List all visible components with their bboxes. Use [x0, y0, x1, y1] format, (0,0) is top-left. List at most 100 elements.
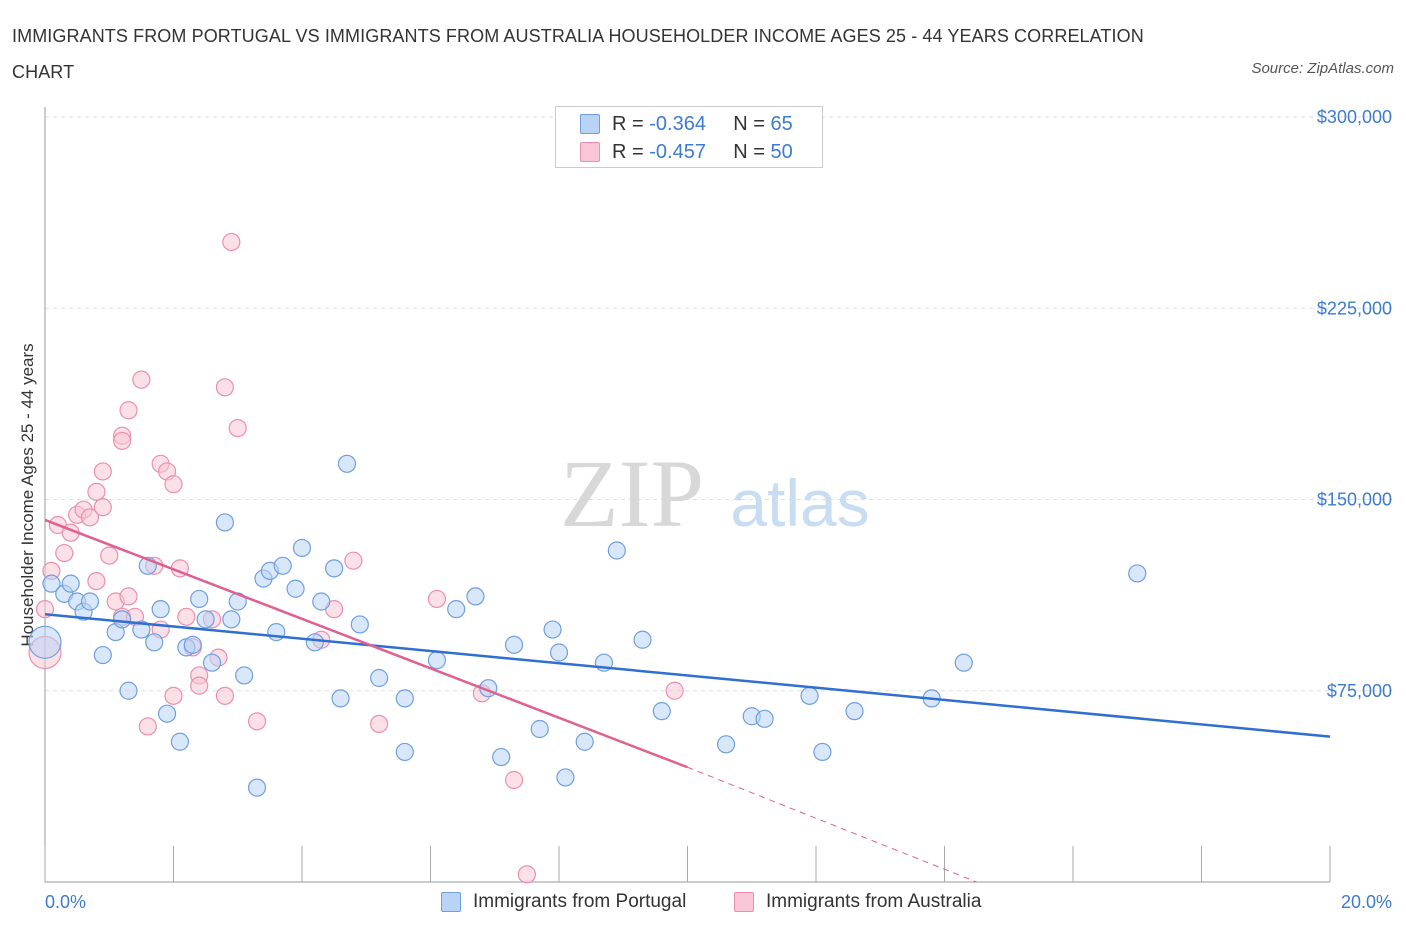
australia-point [164, 475, 183, 494]
portugal-point [530, 719, 549, 739]
portugal-point [312, 592, 331, 611]
x-tick-labels: 0.0% 20.0% [45, 892, 1392, 912]
portugal-point [273, 556, 292, 575]
portugal-point [112, 610, 132, 629]
trend-line-australia-extension [687, 766, 977, 883]
portugal-point [80, 592, 100, 611]
series-name: Immigrants from Australia [766, 891, 982, 912]
australia-point [87, 482, 106, 501]
portugal-point [157, 704, 177, 723]
portugal-point [325, 559, 344, 578]
portugal-swatch [580, 114, 600, 134]
portugal-point [549, 643, 569, 662]
portugal-point [202, 653, 222, 672]
portugal-point [222, 610, 241, 629]
portugal-point [292, 538, 312, 558]
portugal-point [331, 689, 350, 708]
australia-point [55, 543, 74, 563]
portugal-swatch [441, 892, 461, 912]
legend-r-value: -0.457 [649, 140, 706, 163]
portugal-point [337, 454, 357, 473]
portugal-point [447, 600, 466, 619]
trend-line-portugal [44, 613, 1331, 738]
bottom-legend-australia: Immigrants from Australia [734, 889, 981, 915]
australia-point [190, 676, 209, 695]
portugal-point [755, 709, 774, 728]
portugal-point [286, 579, 305, 598]
australia-point [112, 431, 132, 450]
trend-lines [44, 518, 1331, 883]
watermark-atlas: atlas [730, 466, 869, 540]
australia-point [370, 714, 389, 734]
australia-point [215, 378, 234, 397]
y-tick-label: $300,000 [1317, 107, 1392, 127]
portugal-point [492, 747, 511, 767]
y-tick-label: $225,000 [1317, 298, 1392, 318]
portugal-point [607, 541, 626, 560]
australia-point [93, 498, 112, 517]
portugal-point [170, 732, 190, 751]
australia-point [164, 686, 183, 705]
legend-n-label: N = [733, 112, 765, 135]
australia-point [132, 370, 151, 389]
axes [44, 107, 1331, 883]
australia-point [517, 865, 536, 884]
portugal-point [370, 668, 389, 688]
legend-r-label: R = [612, 112, 644, 135]
portugal-point [350, 615, 369, 634]
trend-line-australia [44, 518, 688, 769]
chart-title: IMMIGRANTS FROM PORTUGAL VS IMMIGRANTS F… [12, 26, 1144, 82]
portugal-point [954, 653, 973, 672]
australia-point [138, 717, 157, 736]
australia-point [427, 589, 447, 609]
y-tick-labels: $75,000 $150,000 $225,000 $300,000 [1317, 107, 1392, 701]
australia-point [119, 587, 138, 606]
portugal-point [119, 681, 138, 700]
portugal-point [395, 742, 414, 762]
portugal-point [1128, 564, 1147, 583]
australia-point [344, 551, 363, 570]
portugal-point [813, 742, 832, 762]
portugal-point [151, 600, 170, 619]
legend-n-value: 50 [770, 140, 793, 163]
portugal-point [145, 633, 164, 652]
portugal-point [633, 630, 652, 649]
legend: R = -0.364 N = 65 R = -0.457 N = 50 [555, 106, 823, 168]
legend-row-australia: R = -0.457 N = 50 [580, 139, 793, 165]
portugal-point [466, 587, 485, 606]
portugal-point [190, 589, 209, 609]
legend-r-value: -0.364 [649, 112, 706, 135]
series-name: Immigrants from Portugal [473, 891, 687, 912]
portugal-point [93, 645, 112, 665]
australia-swatch [580, 142, 600, 162]
australia-point [80, 508, 100, 527]
series-portugal-points [28, 454, 1147, 797]
portugal-point [652, 702, 671, 721]
australia-point [665, 681, 684, 700]
portugal-point [235, 666, 254, 685]
portugal-point [716, 735, 736, 754]
portugal-point [215, 513, 234, 532]
portugal-point [395, 689, 414, 708]
australia-point [222, 232, 241, 252]
portugal-point [305, 633, 324, 652]
australia-point [228, 419, 247, 438]
legend-row-portugal: R = -0.364 N = 65 [580, 111, 793, 137]
australia-point [177, 607, 196, 626]
portugal-point [556, 768, 575, 787]
australia-point [93, 462, 112, 481]
portugal-point [42, 574, 61, 593]
gridlines [45, 116, 1392, 692]
portugal-point [196, 610, 215, 629]
australia-swatch [734, 892, 754, 912]
australia-point [247, 712, 267, 731]
portugal-point [800, 686, 819, 705]
portugal-point [183, 635, 202, 654]
y-tick-label: $150,000 [1317, 490, 1392, 510]
portugal-point [132, 620, 151, 639]
australia-point [100, 546, 119, 565]
portugal-point [247, 778, 267, 797]
y-tick-label: $75,000 [1327, 681, 1392, 701]
legend-n-value: 65 [770, 112, 793, 135]
australia-point [87, 571, 106, 591]
